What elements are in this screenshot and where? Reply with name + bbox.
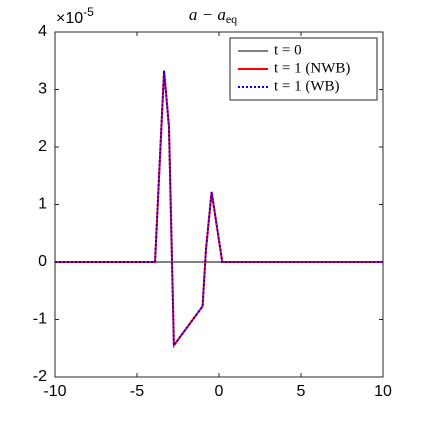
- y-tick-label: -2: [33, 368, 47, 385]
- x-tick-label: 5: [297, 383, 306, 400]
- title-subscript: eq: [226, 12, 237, 26]
- x-tick-label: -10: [43, 383, 66, 400]
- y-multiplier-base: ×10: [56, 10, 83, 27]
- chart-title: a − aeq: [189, 5, 237, 26]
- x-tick-label: -5: [130, 383, 144, 400]
- y-tick-label: 1: [38, 196, 47, 213]
- y-tick-label: 3: [38, 81, 47, 98]
- y-tick-label: 4: [38, 23, 47, 40]
- y-tick-label: 2: [38, 138, 47, 155]
- x-tick-label: 10: [374, 383, 392, 400]
- series-line: [55, 70, 383, 349]
- y-tick-label: 0: [38, 253, 47, 270]
- y-multiplier-exponent: -5: [83, 5, 94, 19]
- series-line: [55, 70, 383, 349]
- legend-label: t = 1 (WB): [274, 78, 340, 94]
- x-tick-label: 0: [215, 383, 224, 400]
- legend-label: t = 1 (NWB): [274, 60, 350, 76]
- legend-label: t = 0: [274, 42, 302, 58]
- title-main: a − a: [189, 5, 226, 24]
- y-tick-label: -1: [33, 311, 47, 328]
- y-multiplier: ×10-5: [56, 5, 94, 27]
